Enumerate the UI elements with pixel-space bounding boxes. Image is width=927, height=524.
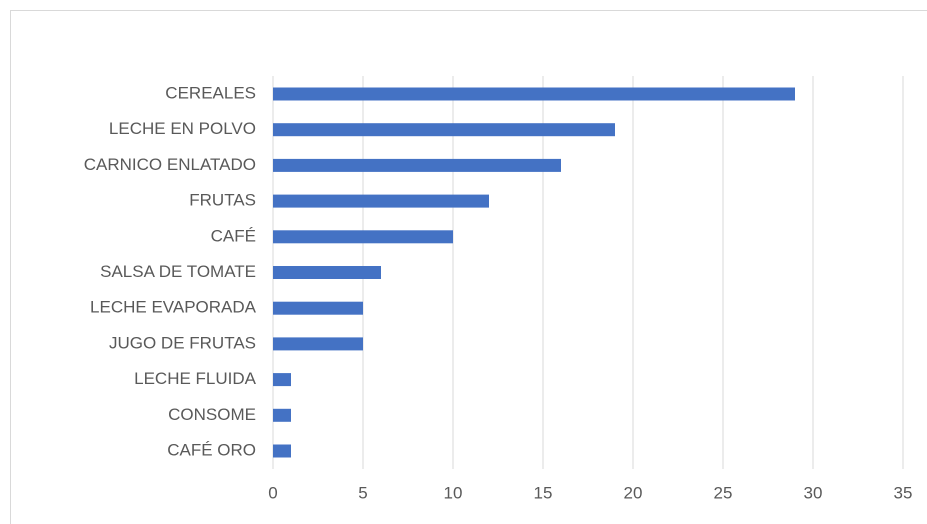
y-tick-label: CARNICO ENLATADO <box>84 155 256 174</box>
y-tick-label: CAFÉ ORO <box>167 440 256 459</box>
bar <box>273 87 795 101</box>
x-tick-label: 5 <box>358 483 367 502</box>
x-tick-label: 20 <box>624 483 643 502</box>
y-tick-label: LECHE EN POLVO <box>109 119 256 138</box>
x-tick-label: 30 <box>804 483 823 502</box>
y-tick-label: CAFÉ <box>211 226 256 245</box>
bar <box>273 158 561 172</box>
bar <box>273 408 291 422</box>
y-tick-label: LECHE EVAPORADA <box>90 298 257 317</box>
x-tick-label: 15 <box>534 483 553 502</box>
bar <box>273 194 489 208</box>
y-tick-label: FRUTAS <box>189 191 256 210</box>
y-tick-label: CEREALES <box>165 83 256 102</box>
bar <box>273 337 363 351</box>
y-tick-label: JUGO DE FRUTAS <box>109 333 256 352</box>
bar <box>273 266 381 279</box>
x-tick-label: 25 <box>714 483 733 502</box>
x-tick-label: 0 <box>268 483 277 502</box>
bar <box>273 373 291 387</box>
y-tick-label: LECHE FLUIDA <box>134 369 257 388</box>
bar <box>273 230 453 244</box>
bar <box>273 301 363 315</box>
x-tick-label: 35 <box>894 483 913 502</box>
y-tick-label: SALSA DE TOMATE <box>100 262 256 281</box>
y-tick-label: CONSOME <box>168 405 256 424</box>
bar <box>273 444 291 458</box>
x-tick-label: 10 <box>444 483 463 502</box>
bar <box>273 123 615 137</box>
